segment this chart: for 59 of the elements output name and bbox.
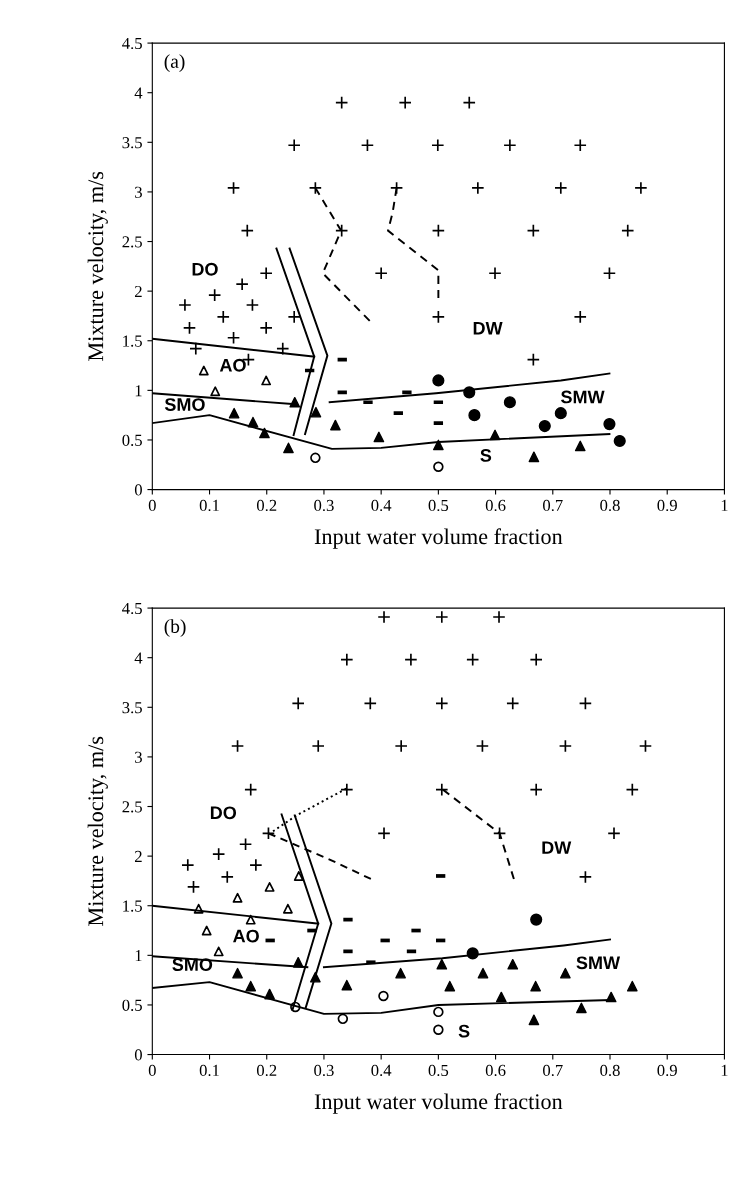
x-tick-label: 0.6 bbox=[485, 1064, 506, 1077]
x-tick-label: 0.7 bbox=[543, 499, 563, 512]
annotation: AO bbox=[219, 358, 246, 372]
y-tick-label: 2 bbox=[134, 285, 142, 297]
annotation: (a) bbox=[164, 54, 185, 72]
x-tick-label: 0.3 bbox=[314, 499, 334, 512]
x-tick-label: 0.1 bbox=[199, 1064, 219, 1077]
y-tick-label: 4 bbox=[134, 652, 143, 664]
x-tick-label: 0.7 bbox=[543, 1064, 563, 1077]
x-tick-label: 0.5 bbox=[428, 499, 449, 512]
y-tick-label: 0.5 bbox=[122, 999, 142, 1011]
annotation: DO bbox=[192, 262, 218, 276]
y-axis-title: Mixture velocity, m/s bbox=[87, 736, 108, 926]
y-tick-label: 1 bbox=[135, 385, 142, 397]
y-tick-label: 3 bbox=[135, 751, 142, 763]
annotation: DW bbox=[473, 321, 503, 335]
x-tick-label: 0.6 bbox=[485, 499, 506, 512]
y-tick-label: 2.5 bbox=[122, 801, 142, 813]
x-tick-label: 0.9 bbox=[657, 499, 677, 512]
x-tick-label: 0.3 bbox=[314, 1064, 334, 1077]
y-tick-label: 0 bbox=[134, 1049, 142, 1061]
annotation: SMW bbox=[561, 390, 605, 404]
annotation: SMW bbox=[576, 956, 621, 970]
y-tick-label: 2 bbox=[134, 850, 142, 862]
y-axis-title: Mixture velocity, m/s bbox=[87, 171, 108, 361]
x-axis-title: Input water volume fraction bbox=[314, 528, 563, 549]
y-tick-label: 3 bbox=[135, 186, 142, 198]
x-tick-label: 0 bbox=[148, 499, 156, 512]
x-tick-label: 0.5 bbox=[428, 1064, 449, 1077]
x-tick-label: 0.4 bbox=[371, 1064, 392, 1077]
x-tick-label: 1 bbox=[721, 1064, 728, 1076]
y-tick-label: 3.5 bbox=[122, 702, 142, 714]
annotation: DO bbox=[210, 806, 237, 820]
y-tick-label: 1 bbox=[135, 950, 142, 962]
y-tick-label: 0 bbox=[134, 484, 142, 496]
x-tick-label: 1 bbox=[721, 499, 728, 511]
y-tick-label: 2.5 bbox=[122, 236, 142, 248]
y-tick-label: 1.5 bbox=[123, 335, 142, 347]
x-axis-title: Input water volume fraction bbox=[314, 1093, 563, 1114]
y-tick-label: 4 bbox=[134, 87, 143, 99]
x-tick-label: 0.8 bbox=[600, 499, 620, 512]
x-tick-label: 0.8 bbox=[600, 1064, 620, 1077]
annotation: DW bbox=[542, 841, 572, 854]
y-tick-label: 0.5 bbox=[122, 434, 142, 446]
annotation: SMO bbox=[164, 398, 205, 411]
annotation: S bbox=[480, 449, 492, 462]
x-tick-label: 0.2 bbox=[256, 499, 277, 512]
annotation: S bbox=[458, 1024, 470, 1038]
annotation: AO bbox=[233, 929, 259, 943]
y-tick-label: 4.5 bbox=[122, 37, 142, 50]
x-tick-label: 0 bbox=[148, 1064, 156, 1077]
y-tick-label: 4.5 bbox=[122, 602, 142, 615]
x-tick-label: 0.4 bbox=[371, 499, 392, 512]
y-tick-label: 1.5 bbox=[123, 900, 142, 912]
y-tick-label: 3.5 bbox=[122, 137, 142, 149]
x-tick-label: 0.1 bbox=[199, 499, 219, 512]
x-tick-label: 0.2 bbox=[256, 1064, 277, 1077]
x-tick-label: 0.9 bbox=[657, 1064, 677, 1077]
annotation: (b) bbox=[164, 619, 186, 637]
